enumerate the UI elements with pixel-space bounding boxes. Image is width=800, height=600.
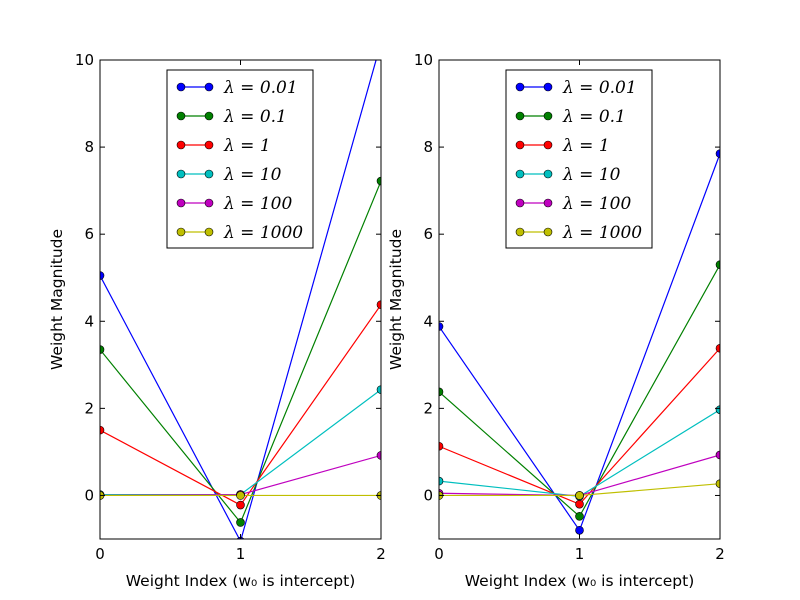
- x-tick-label: 1: [575, 545, 585, 563]
- y-tick-label: 0: [423, 486, 433, 504]
- legend-marker-left-6: [176, 227, 186, 237]
- data-point-s3-p3: [376, 300, 381, 310]
- legend-marker-right-1: [543, 82, 553, 92]
- legend-label-2: λ = 0.1: [223, 107, 287, 127]
- y-tick-label: 6: [423, 225, 433, 243]
- legend-marker-right-6: [204, 227, 214, 237]
- legend-marker-left-2: [515, 111, 525, 121]
- y-tick-label: 4: [423, 312, 433, 330]
- y-tick-label: 6: [84, 225, 94, 243]
- legend-label-5: λ = 100: [223, 194, 292, 214]
- y-tick-label: 4: [84, 312, 94, 330]
- y-axis-label: Weight Magnitude: [48, 229, 66, 370]
- legend-marker-left-6: [515, 227, 525, 237]
- legend: λ = 0.01 λ = 0.1 λ = 1 λ = 10 λ = 100 λ = 100…: [505, 69, 653, 249]
- data-point-s5-p3: [376, 451, 381, 460]
- data-point-s4-p3: [376, 385, 381, 394]
- data-point-s2-p2: [575, 512, 584, 521]
- legend-box: [166, 69, 314, 249]
- legend-marker-right-2: [543, 111, 553, 121]
- data-point-s6-p3: [715, 479, 720, 488]
- legend-box: [505, 69, 653, 249]
- y-tick-label: 0: [84, 486, 94, 504]
- chart-panel-2: 0 1 2 0 2 4 6 8 10 Weight Index (w₀ is intercept)…: [387, 51, 725, 590]
- legend-label-1: λ = 0.01: [562, 78, 637, 98]
- legend-label-1: λ = 0.01: [223, 78, 298, 98]
- y-tick-label: 2: [84, 399, 94, 417]
- x-axis-label: Weight Index (w₀ is intercept): [126, 572, 356, 590]
- legend-marker-right-5: [543, 198, 553, 208]
- y-tick-label: 8: [423, 138, 433, 156]
- data-point-s4-p1: [439, 476, 444, 486]
- data-point-s4-p3: [715, 405, 720, 414]
- y-tick-label: 10: [75, 51, 94, 69]
- data-point-s1-p3: [715, 149, 720, 158]
- series-line-1: [100, 60, 377, 539]
- legend-marker-right-4: [543, 169, 553, 179]
- legend-marker-left-1: [176, 82, 186, 92]
- legend-label-6: λ = 1000: [562, 223, 642, 243]
- legend-marker-left-3: [515, 140, 525, 150]
- legend-label-3: λ = 1: [223, 136, 271, 156]
- legend: λ = 0.01 λ = 0.1 λ = 1 λ = 10 λ = 100 λ = 100…: [166, 69, 314, 249]
- legend-marker-right-6: [543, 227, 553, 237]
- data-point-s3-p2: [575, 499, 584, 509]
- chart-panel-1: 0 1 2 0 2 4 6 8 10 Weight Index (w₀ is intercept)…: [48, 51, 386, 590]
- data-point-s1-p1: [439, 322, 444, 331]
- legend-marker-left-2: [176, 111, 186, 121]
- legend-label-3: λ = 1: [562, 136, 610, 156]
- data-point-s1-p1: [100, 271, 105, 280]
- legend-marker-left-4: [176, 169, 186, 179]
- data-point-s2-p3: [376, 176, 381, 186]
- data-point-s2-p2: [236, 518, 245, 527]
- legend-marker-right-4: [204, 169, 214, 179]
- data-point-s3-p1: [100, 425, 105, 435]
- data-point-s3-p2: [236, 500, 245, 510]
- x-tick-label: 2: [715, 545, 725, 563]
- data-point-s6-p2: [236, 491, 245, 500]
- data-point-s2-p1: [439, 387, 444, 397]
- legend-marker-left-4: [515, 169, 525, 179]
- data-point-s6-p2: [575, 491, 584, 500]
- legend-marker-left-5: [176, 198, 186, 208]
- legend-marker-left-3: [176, 140, 186, 150]
- data-point-s2-p1: [100, 345, 105, 354]
- legend-marker-right-5: [204, 198, 214, 208]
- legend-marker-right-3: [543, 140, 553, 150]
- legend-label-4: λ = 10: [223, 165, 282, 185]
- legend-label-5: λ = 100: [562, 194, 631, 214]
- y-tick-label: 8: [84, 138, 94, 156]
- legend-label-2: λ = 0.1: [562, 107, 626, 127]
- legend-marker-left-1: [515, 82, 525, 92]
- x-tick-label: 1: [236, 545, 246, 563]
- x-axis-label: Weight Index (w₀ is intercept): [465, 572, 695, 590]
- x-tick-label: 0: [434, 545, 444, 563]
- data-point-s3-p1: [439, 441, 444, 451]
- data-point-s2-p3: [715, 260, 720, 269]
- legend-label-4: λ = 10: [562, 165, 621, 185]
- legend-marker-right-2: [204, 111, 214, 121]
- x-tick-label: 2: [376, 545, 386, 563]
- data-point-s3-p3: [715, 343, 720, 353]
- legend-marker-right-3: [204, 140, 214, 150]
- x-tick-label: 0: [95, 545, 105, 563]
- data-point-s5-p3: [715, 450, 720, 460]
- y-tick-label: 2: [423, 399, 433, 417]
- data-point-s1-p2: [575, 525, 584, 535]
- y-axis-label: Weight Magnitude: [387, 229, 405, 370]
- legend-marker-right-1: [204, 82, 214, 92]
- y-tick-label: 10: [414, 51, 433, 69]
- legend-label-6: λ = 1000: [223, 223, 303, 243]
- plot-area: [439, 149, 720, 535]
- legend-marker-left-5: [515, 198, 525, 208]
